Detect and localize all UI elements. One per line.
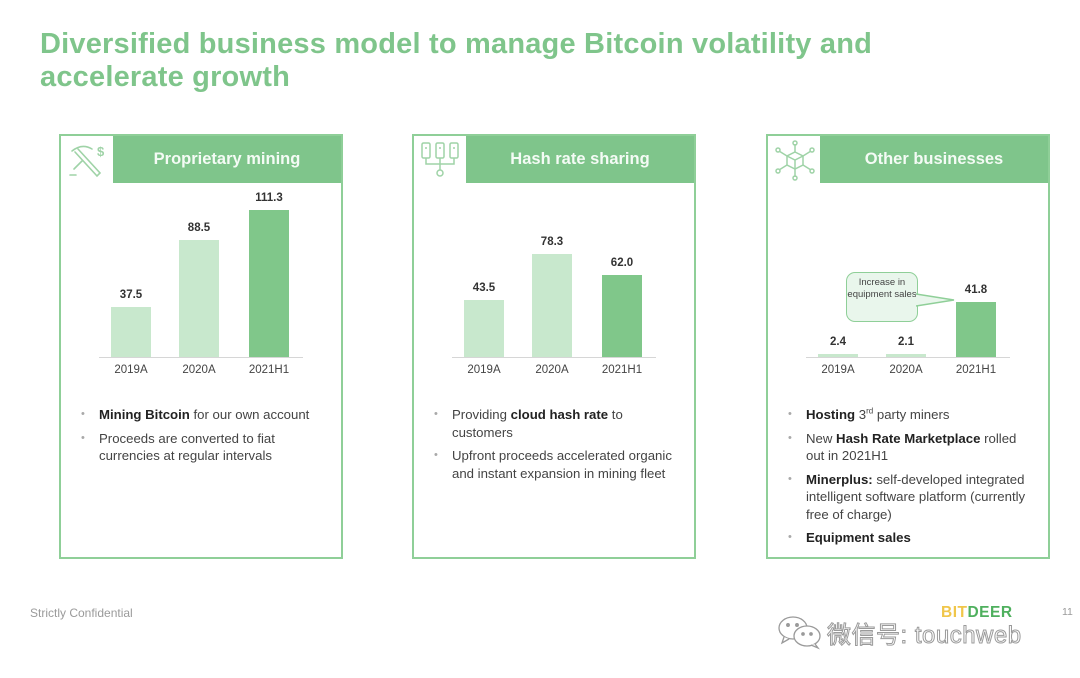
page-number: 11 [1062,606,1073,618]
bullet-text: for our own account [189,407,310,422]
bullet-text: New [806,430,837,446]
card-title: Hash rate sharing [466,136,694,183]
x-axis-line [806,357,1010,358]
bar-group-2020a: 88.5 [179,222,219,357]
bullet-bold: Hash Rate Marketplace [836,430,981,446]
category-label: 2019A [467,364,501,376]
x-axis-line [452,357,656,358]
slide-title: Diversified business model to manage Bit… [40,28,873,93]
bullet-item: Hosting 3rd party miners [784,406,1034,424]
bar-value-label: 37.5 [119,289,143,301]
bar-chart: 43.5 2019A 78.3 2020A 62.0 2021H1 [434,196,674,386]
card-header: $ Proprietary mining [61,136,341,184]
bullet-text: 3 [855,407,867,422]
logo-part-bit: BIT [941,604,968,621]
card-title: Proprietary mining [113,136,341,183]
bar-group-2020a: 2.1 [886,336,926,357]
bar-value-label: 62.0 [610,257,634,269]
bullet-bold: Hosting [806,407,856,422]
bitdeer-logo: BITDEER [941,604,1013,622]
bullet-item: Proceeds are converted to fiat currencie… [77,430,327,465]
callout-annotation: Increase in equipment sales [846,272,918,322]
bar [464,300,504,357]
bullet-bold: Minerplus: [806,471,873,487]
wechat-watermark: 微信号: touchweb [775,614,1022,650]
bullet-text: Providing [452,407,511,422]
confidentiality-note: Strictly Confidential [30,606,133,620]
hub-cube-icon [771,139,819,181]
bar-value-label: 111.3 [255,192,283,204]
card-header: Hash rate sharing [414,136,694,184]
bar-value-label: 2.1 [898,336,914,348]
bar [532,254,572,357]
bar-group-2019a: 43.5 [464,282,504,357]
bullet-item: Equipment sales [784,529,1034,547]
bullet-bold: cloud hash rate [510,407,609,422]
card-other-businesses: Other businesses Increase in equipment s… [766,134,1050,559]
bar [956,302,996,357]
bullet-item: New Hash Rate Marketplace rolled out in … [784,430,1034,465]
bullet-text: party miners [873,407,950,422]
category-label: 2021H1 [601,364,643,376]
category-label: 2019A [821,364,855,376]
category-label: 2020A [889,364,923,376]
card-header: Other businesses [768,136,1048,184]
wechat-icon [778,616,821,650]
bullet-item: Upfront proceeds accelerated organic and… [430,447,680,482]
bullet-list: Providing cloud hash rate to customers U… [430,406,680,488]
bullet-list: Hosting 3rd party miners New Hash Rate M… [784,406,1034,553]
bullet-item: Providing cloud hash rate to customers [430,406,680,441]
card-title: Other businesses [820,136,1048,183]
category-label: 2019A [114,364,148,376]
category-label: 2020A [182,364,216,376]
bullet-bold: Mining Bitcoin [99,407,190,422]
card-hash-rate-sharing: Hash rate sharing 43.5 2019A 78.3 2020A 62.0… [412,134,696,559]
bar-group-2020a: 78.3 [532,236,572,357]
bar-group-2021h1: 41.8 [956,284,996,357]
card-proprietary-mining: $ Proprietary mining 37.5 2019A 88.5 2020A 1… [59,134,343,559]
bar-chart: Increase in equipment sales 2.4 2019A 2.1 2… [788,196,1028,386]
bullet-text: self-developed integrated intelligent so… [806,471,1026,522]
bullet-item: Mining Bitcoin for our own account [77,406,327,424]
bullet-item: Minerplus: self-developed integrated int… [784,471,1034,524]
bar-chart: 37.5 2019A 88.5 2020A 111.3 2021H1 [81,192,321,386]
bullet-text: Proceeds are converted to fiat currencie… [99,430,275,464]
bar-group-2021h1: 111.3 [249,192,289,357]
bar-value-label: 2.4 [830,336,846,348]
bar-value-label: 78.3 [540,236,564,248]
category-label: 2021H1 [248,364,290,376]
svg-text:$: $ [97,144,105,159]
bullet-bold: Equipment sales [806,530,911,545]
bullet-list: Mining Bitcoin for our own account Proce… [77,406,327,471]
bullet-text: to customers [452,407,623,440]
bar [818,354,858,357]
bullet-text: Upfront proceeds accelerated organic and… [452,448,672,481]
bar-value-label: 41.8 [964,284,988,296]
bar [179,240,219,357]
bar [249,210,289,357]
network-servers-icon [417,139,465,181]
bar-value-label: 43.5 [472,282,496,294]
category-label: 2021H1 [955,364,997,376]
bar [886,354,926,357]
bar-group-2019a: 2.4 [818,336,858,357]
bar-group-2021h1: 62.0 [602,257,642,357]
bullet-text: rolled out in 2021H1 [806,430,1017,464]
bullet-superscript: rd [866,406,874,416]
category-label: 2020A [535,364,569,376]
callout-pointer [916,293,955,307]
bar-group-2019a: 37.5 [111,289,151,357]
x-axis-line [99,357,303,358]
watermark-text: 微信号: touchweb [827,621,1022,649]
logo-part-deer: DEER [967,604,1013,621]
bar-value-label: 88.5 [187,222,211,234]
bar [602,275,642,357]
pickaxe-dollar-icon: $ [64,139,112,181]
bar [111,307,151,357]
